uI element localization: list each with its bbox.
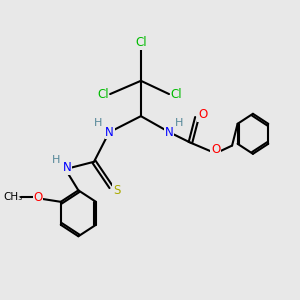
Text: N: N: [165, 126, 173, 139]
Text: CH₃: CH₃: [3, 192, 22, 203]
Text: S: S: [113, 184, 120, 197]
Text: O: O: [198, 108, 207, 121]
Text: O: O: [211, 143, 220, 157]
Text: Cl: Cl: [170, 88, 182, 100]
Text: Cl: Cl: [135, 36, 147, 49]
Text: H: H: [94, 118, 102, 128]
Text: Cl: Cl: [97, 88, 109, 100]
Text: O: O: [34, 191, 43, 204]
Text: N: N: [63, 161, 72, 174]
Text: H: H: [52, 155, 60, 165]
Text: N: N: [105, 126, 114, 139]
Text: H: H: [175, 118, 183, 128]
